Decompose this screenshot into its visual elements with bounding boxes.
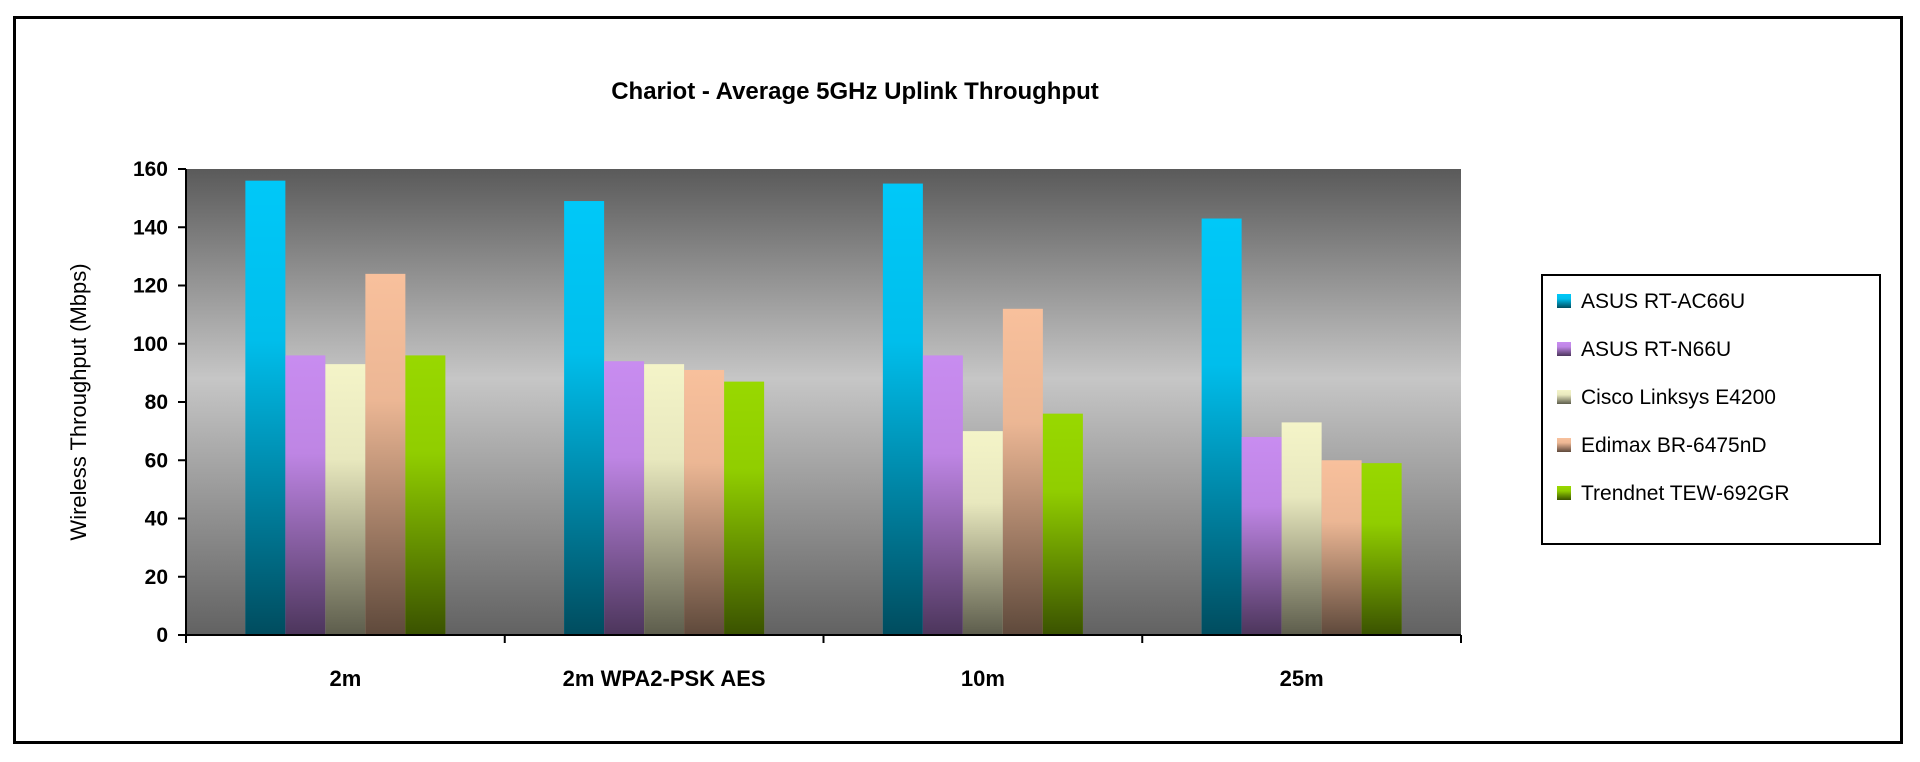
legend-swatch-shade-trendnet-tew-692gr [1557, 486, 1571, 500]
bar-shade-asus-rt-ac66u-2 [882, 183, 923, 635]
x-category-label: 2m [329, 666, 361, 691]
bar-shade-edimax-br-6475nd-1 [684, 369, 725, 635]
bar-shade-cisco-linksys-e4200-2 [962, 431, 1003, 635]
y-tick-label: 0 [156, 624, 168, 647]
bar-shade-edimax-br-6475nd-3 [1321, 460, 1362, 635]
y-tick-label: 140 [133, 216, 168, 239]
legend-label-edimax-br-6475nd: Edimax BR-6475nD [1581, 434, 1767, 457]
bars-group [245, 180, 1402, 635]
legend-swatch-shade-cisco-linksys-e4200 [1557, 390, 1571, 404]
y-axis-label: Wireless Throughput (Mbps) [66, 263, 91, 540]
legend-swatch-shade-asus-rt-ac66u [1557, 294, 1571, 308]
x-category-label: 10m [961, 666, 1005, 691]
legend-swatch-shade-edimax-br-6475nd [1557, 438, 1571, 452]
y-tick-label: 100 [133, 333, 168, 356]
bar-shade-asus-rt-n66u-2 [922, 355, 963, 635]
legend: ASUS RT-AC66U ASUS RT-N66U Cisco Linksys E… [1541, 274, 1881, 545]
x-category-label: 25m [1280, 666, 1324, 691]
y-tick-label: 60 [145, 449, 168, 472]
bar-shade-asus-rt-n66u-3 [1241, 436, 1282, 635]
bar-shade-cisco-linksys-e4200-1 [644, 364, 685, 635]
legend-swatch-shade-asus-rt-n66u [1557, 342, 1571, 356]
bar-shade-edimax-br-6475nd-2 [1002, 308, 1043, 635]
bar-shade-asus-rt-n66u-1 [604, 361, 645, 635]
y-tick-label: 120 [133, 275, 168, 298]
bar-shade-trendnet-tew-692gr-1 [724, 381, 765, 635]
bar-shade-trendnet-tew-692gr-2 [1042, 413, 1083, 635]
legend-label-trendnet-tew-692gr: Trendnet TEW-692GR [1581, 482, 1790, 505]
y-tick-label: 160 [133, 158, 168, 181]
bar-shade-asus-rt-ac66u-0 [245, 180, 286, 635]
axes-group: 0 20 40 60 80 100 120 140 160 2m 2m WPA2-PSK AES 10… [133, 158, 1462, 691]
bar-shade-cisco-linksys-e4200-3 [1281, 422, 1322, 635]
legend-box [1541, 274, 1881, 545]
y-tick-label: 40 [145, 508, 168, 531]
bar-shade-asus-rt-n66u-0 [285, 355, 326, 635]
bar-shade-asus-rt-ac66u-3 [1201, 218, 1242, 635]
legend-label-cisco-linksys-e4200: Cisco Linksys E4200 [1581, 386, 1776, 409]
bar-shade-cisco-linksys-e4200-0 [325, 364, 366, 635]
chart-title: Chariot - Average 5GHz Uplink Throughput [611, 78, 1099, 105]
bar-shade-asus-rt-ac66u-1 [564, 201, 605, 635]
x-category-label: 2m WPA2-PSK AES [563, 666, 766, 691]
y-tick-label: 20 [145, 566, 168, 589]
bar-shade-trendnet-tew-692gr-0 [405, 355, 446, 635]
y-tick-label: 80 [145, 391, 168, 414]
legend-label-asus-rt-n66u: ASUS RT-N66U [1581, 338, 1731, 361]
bar-shade-trendnet-tew-692gr-3 [1361, 463, 1402, 635]
legend-label-asus-rt-ac66u: ASUS RT-AC66U [1581, 290, 1745, 313]
bar-shade-edimax-br-6475nd-0 [365, 273, 406, 635]
